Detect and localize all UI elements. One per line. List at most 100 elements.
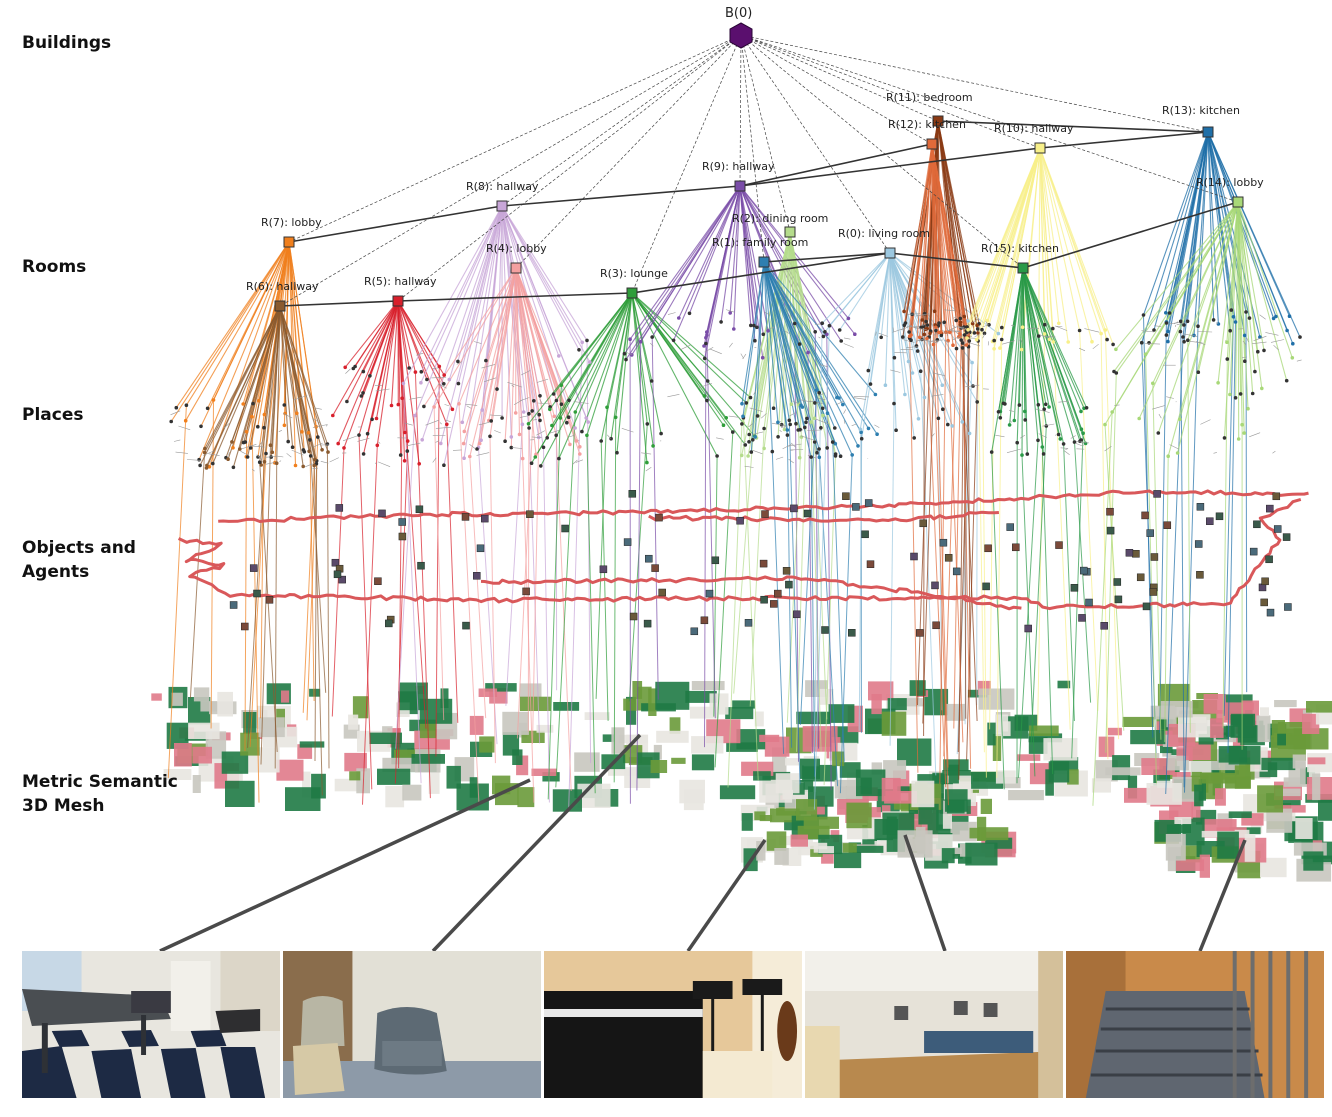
mesh-patch: [536, 724, 554, 733]
object-node: [1196, 571, 1204, 579]
place-node: [812, 416, 817, 421]
object-node: [944, 554, 953, 562]
object-node: [770, 600, 778, 608]
place-node: [744, 401, 749, 405]
layer-label-mesh-line1: Metric Semantic: [22, 772, 178, 792]
room-cube: [884, 247, 896, 259]
object-node: [1272, 492, 1281, 501]
place-node: [568, 442, 572, 447]
place-node: [958, 316, 963, 321]
object-node: [910, 552, 918, 561]
mesh-patch: [766, 831, 787, 851]
room-label: R(9): hallway: [702, 160, 775, 173]
place-node: [922, 395, 927, 400]
place-place-edge: [265, 462, 275, 465]
place-node: [574, 439, 579, 443]
place-node: [972, 331, 977, 335]
place-mesh-edge: [595, 407, 608, 699]
place-place-edge: [716, 437, 724, 440]
room-place-edge: [198, 241, 290, 460]
place-node: [989, 450, 994, 454]
place-node: [906, 359, 911, 364]
object-node: [265, 596, 274, 604]
place-node: [1084, 406, 1089, 410]
place-place-edge: [1272, 450, 1276, 454]
place-place-edge: [241, 444, 257, 450]
room-place-edge: [402, 205, 503, 384]
place-node: [262, 460, 267, 464]
room-place-edge: [903, 143, 933, 326]
place-node: [198, 463, 202, 468]
place-node: [819, 426, 823, 430]
place-node: [996, 410, 1001, 414]
place-node: [975, 400, 979, 404]
place-node: [1231, 315, 1236, 319]
mesh-patch: [1224, 776, 1251, 789]
place-node: [934, 325, 938, 330]
room-node-13: R(15): kitchen: [981, 242, 1059, 274]
object-node: [1141, 511, 1149, 520]
room-place-edge: [889, 252, 910, 362]
place-node: [776, 435, 780, 439]
place-mesh-edge: [976, 401, 978, 706]
place-place-edge: [578, 439, 580, 442]
object-node: [1253, 520, 1261, 529]
place-node: [357, 433, 361, 437]
room-cube: [283, 236, 295, 248]
building-room-edge: [740, 34, 765, 263]
object-node: [1206, 517, 1214, 525]
place-place-edge: [1270, 339, 1285, 343]
place-node: [817, 391, 821, 395]
place-place-edge: [728, 415, 740, 418]
place-place-edge: [1265, 332, 1279, 336]
mesh-patch: [217, 691, 233, 717]
place-node: [821, 334, 826, 339]
object-node: [1265, 555, 1273, 564]
place-node: [578, 445, 582, 449]
mesh-patch: [221, 751, 249, 774]
object-node: [1196, 503, 1205, 511]
place-node: [659, 431, 663, 436]
place-node: [551, 392, 556, 396]
place-node: [468, 454, 472, 459]
layer-label-objects: Objects and Agents: [22, 536, 136, 584]
room-place-edge: [763, 261, 869, 429]
mesh-patch: [1008, 790, 1044, 801]
place-mesh-edge: [1105, 372, 1117, 753]
room-place-edge: [515, 267, 541, 421]
place-node: [1236, 437, 1241, 441]
place-place-edge: [437, 383, 447, 389]
mesh-patch: [1191, 771, 1202, 792]
place-node: [361, 452, 366, 456]
object-node: [785, 580, 793, 589]
place-node: [257, 460, 262, 465]
place-place-edge: [680, 344, 691, 350]
room-place-edge: [376, 300, 399, 446]
place-place-edge: [1009, 409, 1014, 412]
place-node: [925, 326, 929, 331]
place-place-edge: [537, 402, 551, 405]
mesh-patch: [485, 683, 517, 692]
room-place-edge: [390, 300, 399, 406]
place-node: [336, 441, 341, 446]
object-node: [1085, 598, 1093, 607]
place-place-edge: [1076, 441, 1089, 444]
place-node: [1077, 328, 1082, 333]
place-mesh-edge: [469, 456, 487, 719]
photo-connector-line: [686, 839, 767, 952]
room-place-edge: [397, 300, 416, 373]
mesh-patch: [1295, 818, 1313, 839]
room-place-edge: [208, 241, 290, 467]
mesh-patch: [174, 743, 192, 767]
building-node-group: B(0): [725, 6, 753, 49]
place-node: [937, 321, 941, 325]
place-place-edge: [416, 352, 424, 356]
place-node: [456, 359, 460, 364]
place-place-edge: [186, 459, 202, 461]
mesh-patch: [1127, 775, 1138, 799]
place-place-edge: [764, 311, 771, 316]
place-mesh-edge: [818, 448, 839, 787]
mesh-patch: [977, 827, 1009, 841]
place-place-edge: [1042, 335, 1056, 338]
